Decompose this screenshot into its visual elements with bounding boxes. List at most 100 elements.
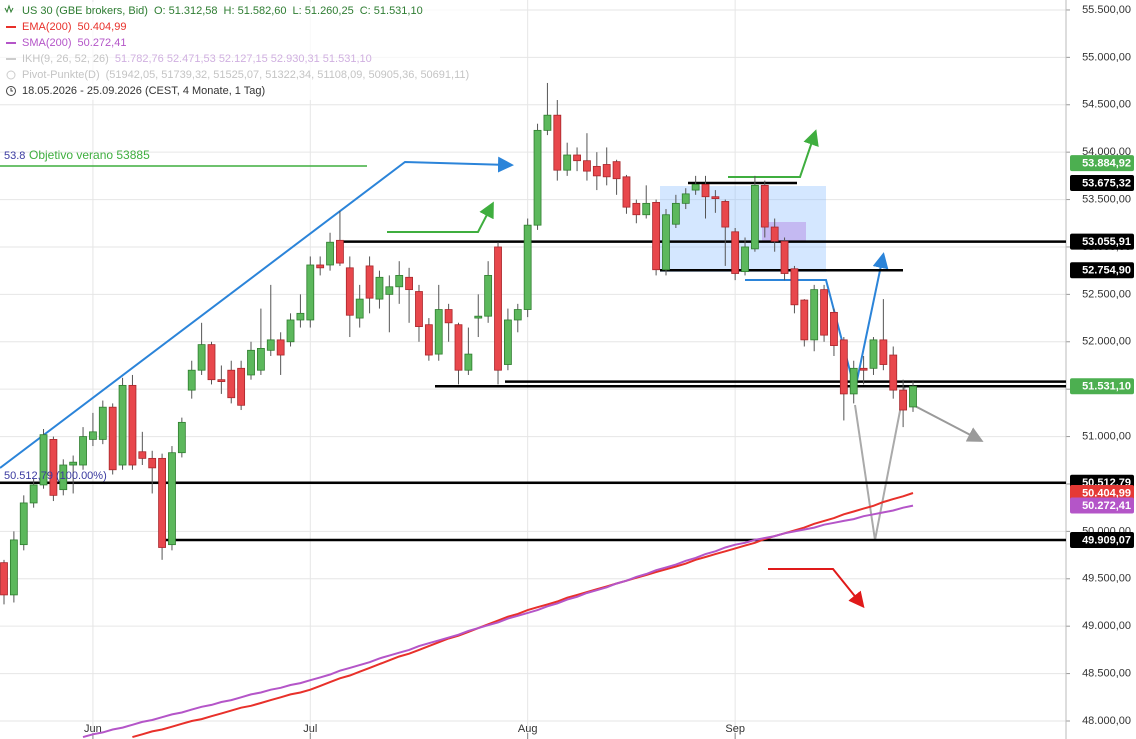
- candle-body: [899, 389, 908, 411]
- candle-body: [266, 339, 275, 351]
- x-tick-label: Sep: [725, 723, 745, 735]
- legend-entry: IKH(9, 26, 52, 26) 51.782,76 52.471,53 52…: [22, 53, 372, 65]
- candle-body: [256, 348, 265, 371]
- candle-body: [454, 324, 463, 371]
- candle-body: [543, 114, 552, 131]
- candle-body: [326, 241, 334, 266]
- ohlc: O: 51.312,58: [154, 5, 218, 17]
- candle-body: [859, 367, 868, 371]
- candle-body: [583, 160, 591, 172]
- target-label: Objetivo verano 53885: [29, 148, 150, 162]
- candle-body: [405, 276, 413, 291]
- candle-body: [39, 434, 48, 486]
- candle-body: [237, 367, 246, 406]
- ohlc: H: 51.582,60: [224, 5, 287, 17]
- candle-body: [336, 239, 344, 264]
- candle-body: [247, 349, 255, 376]
- legend-entry: EMA(200) 50.404,99: [22, 21, 126, 33]
- value: 50.272,41: [78, 37, 127, 49]
- price-tag: [1070, 484, 1134, 501]
- candle-body: [790, 268, 799, 306]
- candle-body: [286, 319, 295, 343]
- candle-body: [721, 201, 730, 228]
- y-tick-label: 53.500,00: [1082, 193, 1131, 205]
- y-tick-label: 54.000,00: [1082, 146, 1131, 158]
- candle-body: [434, 309, 443, 355]
- candle-body: [108, 406, 117, 471]
- candle-body: [375, 276, 384, 300]
- candles: [0, 82, 917, 605]
- candle-body: [227, 369, 236, 399]
- icon: [6, 70, 16, 80]
- candle-body: [800, 299, 809, 341]
- candle-body: [424, 324, 433, 356]
- candle-body: [839, 339, 848, 395]
- y-tick-label: 48.000,00: [1082, 715, 1131, 727]
- price-tag: [1070, 497, 1134, 514]
- arrow: [768, 568, 865, 609]
- legend-entry: Pivot-Punkte(D) (51942,05, 51739,32, 5152…: [22, 69, 469, 81]
- candle-body: [770, 226, 779, 242]
- candle-body: [553, 114, 562, 171]
- candle-body: [612, 161, 621, 180]
- candle-body: [306, 264, 315, 321]
- candle-body: [523, 224, 532, 310]
- candle-body: [889, 354, 898, 391]
- candle-body: [118, 384, 127, 466]
- price-tag: [1070, 233, 1134, 250]
- candle-body: [830, 311, 838, 346]
- value: 50.404,99: [78, 21, 127, 33]
- candle-body: [632, 202, 641, 216]
- price-tag: [1070, 174, 1134, 191]
- legend-title: US 30 (GBE brokers, Bid) O: 51.312,58 H: 5…: [22, 5, 423, 17]
- x-tick-label: Jun: [84, 723, 102, 735]
- candle-body: [69, 461, 78, 466]
- arrow: [912, 404, 984, 442]
- candle-body: [563, 154, 572, 171]
- candle-body: [731, 231, 740, 274]
- candle-body: [89, 431, 97, 440]
- indicators: [82, 492, 914, 739]
- drawings: [0, 129, 984, 609]
- name: Pivot-Punkte(D): [22, 69, 100, 81]
- candle-body: [780, 240, 789, 274]
- name: IKH(9, 26, 52, 26): [22, 53, 109, 65]
- name: EMA(200): [22, 21, 72, 33]
- candle-body: [701, 183, 710, 198]
- price-tag: [1070, 378, 1134, 395]
- y-tick-label: 55.500,00: [1082, 4, 1131, 16]
- ohlc: L: 51.260,25: [293, 5, 354, 17]
- icon: [6, 86, 16, 96]
- candle-body: [810, 289, 819, 341]
- icon: [10, 88, 13, 92]
- candle-body: [642, 202, 651, 216]
- candle-body: [573, 154, 581, 162]
- price-tag: [1070, 531, 1134, 548]
- candle-body: [296, 312, 305, 321]
- candle-body: [29, 484, 38, 504]
- fib-label: 53.8: [4, 150, 25, 162]
- title: US 30 (GBE brokers, Bid): [22, 5, 148, 17]
- y-tick-label: 49.000,00: [1082, 620, 1131, 632]
- candle-body: [217, 379, 226, 382]
- candle-body: [751, 184, 759, 250]
- candle-body: [533, 129, 542, 226]
- candle-body: [207, 344, 216, 381]
- price-tag-label: 53.884,92: [1082, 157, 1131, 169]
- candle-body: [602, 164, 611, 178]
- candle-body: [148, 457, 157, 469]
- candle-body: [652, 202, 661, 271]
- candle-body: [691, 183, 700, 191]
- candle-body: [415, 291, 423, 328]
- y-tick-label: 51.000,00: [1082, 430, 1131, 442]
- candle-body: [187, 369, 196, 391]
- candle-body: [177, 421, 186, 454]
- legend: US 30 (GBE brokers, Bid) O: 51.312,58 H: 5…: [0, 2, 500, 100]
- legend-entry: SMA(200) 50.272,41: [22, 37, 126, 49]
- price-tag-label: 50.404,99: [1082, 487, 1131, 499]
- value: (51942,05, 51739,32, 51525,07, 51322,34,…: [106, 69, 470, 81]
- candle-body: [662, 214, 670, 271]
- value: 51.782,76 52.471,53 52.127,15 52.930,31 …: [115, 53, 372, 65]
- price-tag: [1070, 262, 1134, 279]
- y-tick-label: 52.500,00: [1082, 288, 1131, 300]
